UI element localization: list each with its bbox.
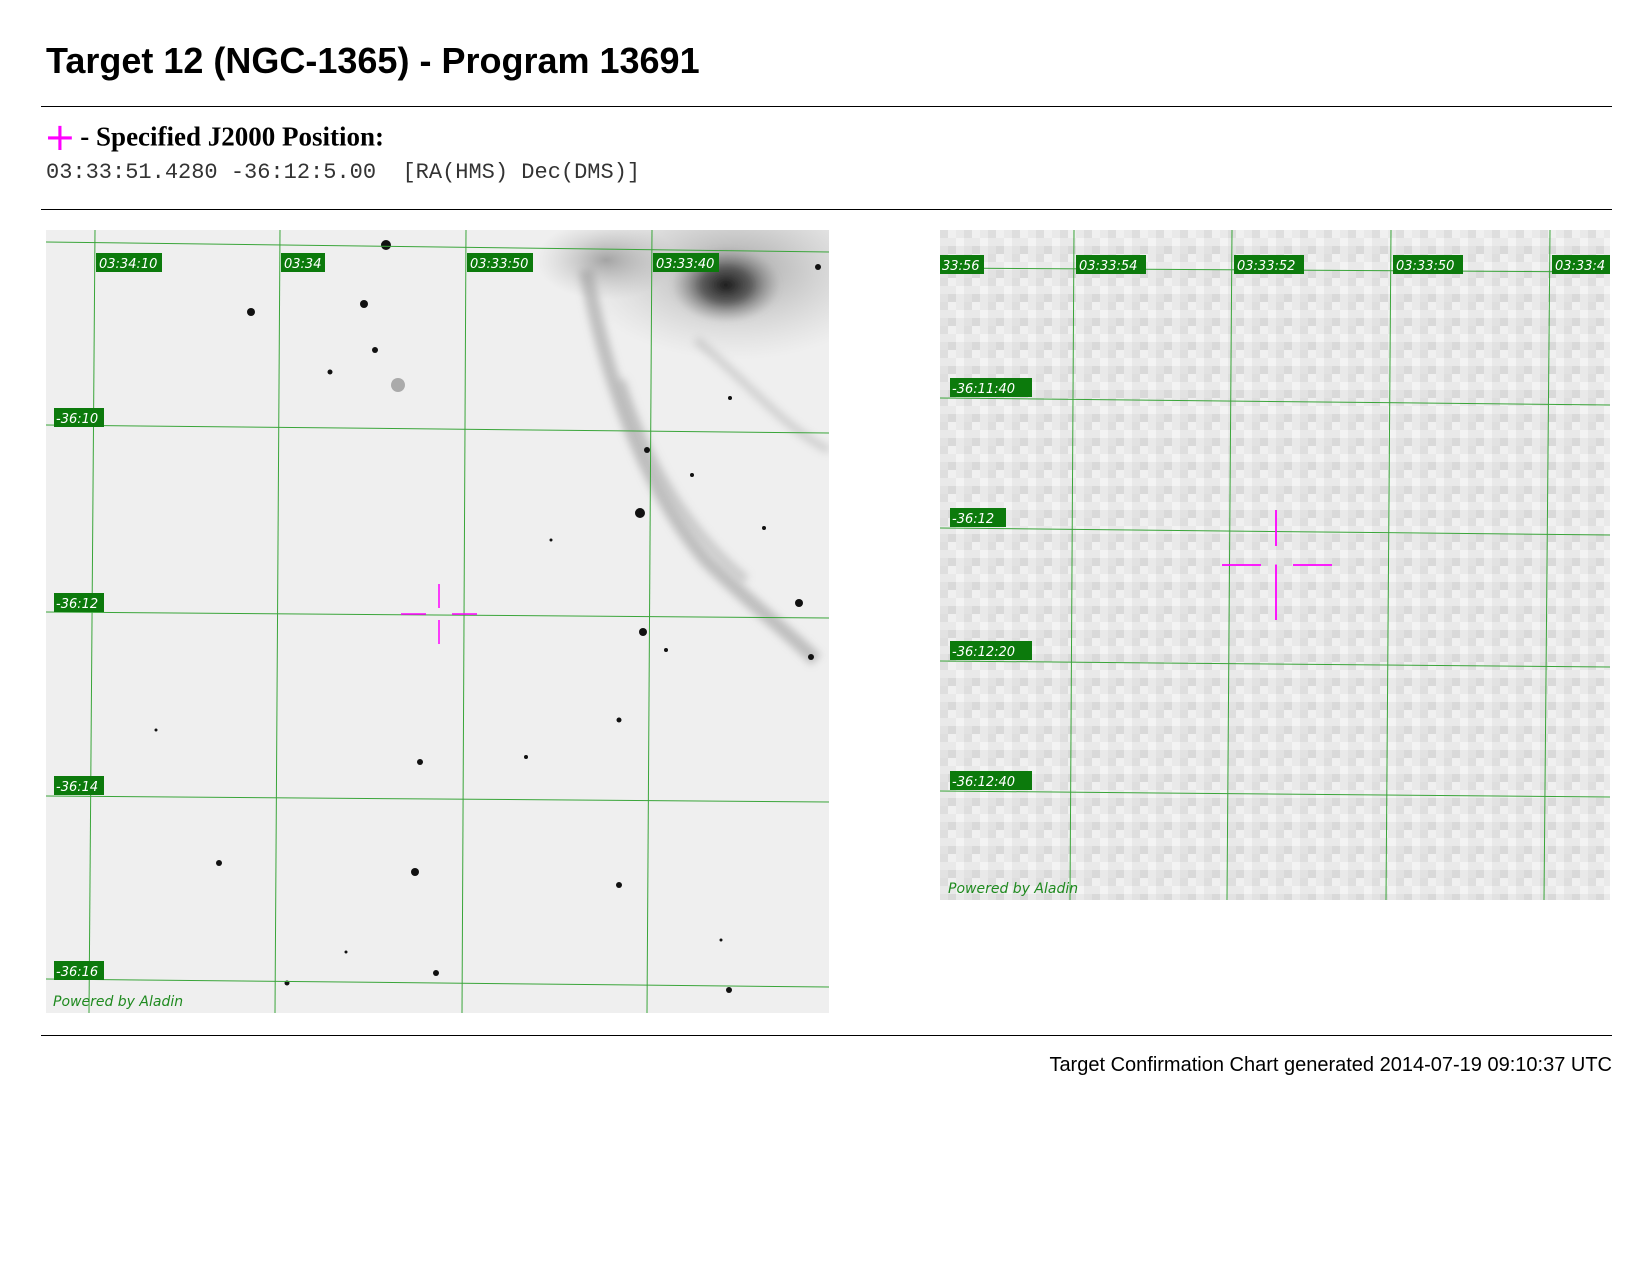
target-crosshair-icon <box>1222 510 1332 620</box>
galaxy-arm <box>693 336 829 454</box>
aladin-credit: Powered by Aladin <box>53 994 183 1010</box>
ra-label: 03:34:10 <box>99 257 157 272</box>
star <box>391 378 405 392</box>
dec-label: -36:12 <box>56 597 98 612</box>
dec-label: -36:12:20 <box>952 645 1015 660</box>
star <box>635 508 645 518</box>
star <box>808 654 814 660</box>
star <box>762 526 766 530</box>
dec-labels: -36:10 -36:12 -36:14 -36:16 <box>54 408 104 980</box>
position-label: - Specified J2000 Position: <box>80 121 385 152</box>
star <box>644 447 650 453</box>
star <box>360 300 368 308</box>
aladin-credit: Powered by Aladin <box>948 881 1078 897</box>
dec-label: -36:12:40 <box>952 775 1015 790</box>
star <box>690 473 694 477</box>
star-field <box>154 240 821 993</box>
star <box>524 755 528 759</box>
star <box>381 240 391 250</box>
star <box>815 264 821 270</box>
star <box>616 717 622 723</box>
wide-field-chart[interactable]: 03:34:10 03:34 03:33:50 03:33:40 -36:10 … <box>46 230 829 1013</box>
star <box>154 728 158 732</box>
ra-label: 03:34 <box>284 257 321 272</box>
ra-label: 03:33:54 <box>1079 259 1137 274</box>
ra-label: 03:33:4 <box>1555 259 1605 274</box>
wide-field-image: 03:34:10 03:34 03:33:50 03:33:40 -36:10 … <box>46 230 829 1013</box>
star <box>411 868 419 876</box>
star <box>719 938 723 942</box>
coordinate-grid <box>46 230 829 1013</box>
dec-label: -36:10 <box>56 412 98 427</box>
star <box>726 987 732 993</box>
sky-background <box>46 230 829 1013</box>
star <box>216 860 222 866</box>
star <box>728 396 732 400</box>
coordinate-grid <box>940 230 1610 900</box>
target-crosshair-icon <box>401 584 477 644</box>
star <box>247 308 255 316</box>
position-coordinates: 03:33:51.4280 -36:12:5.00 [RA(HMS) Dec(D… <box>46 160 640 185</box>
zoom-image: 33:56 03:33:54 03:33:52 03:33:50 03:33:4… <box>940 230 1610 900</box>
top-divider <box>41 106 1612 107</box>
dec-labels: -36:11:40 -36:12 -36:12:20 -36:12:40 <box>950 378 1032 790</box>
dec-label: -36:12 <box>952 512 994 527</box>
star <box>664 648 668 652</box>
coordinate-format: [RA(HMS) Dec(DMS)] <box>402 160 641 185</box>
star <box>372 347 378 353</box>
star <box>417 759 423 765</box>
coordinate-value: 03:33:51.4280 -36:12:5.00 <box>46 160 377 185</box>
ra-labels: 03:34:10 03:34 03:33:50 03:33:40 <box>96 253 719 272</box>
ra-label: 03:33:52 <box>1237 259 1295 274</box>
ra-labels: 33:56 03:33:54 03:33:52 03:33:50 03:33:4 <box>940 255 1610 274</box>
dec-label: -36:16 <box>56 965 98 980</box>
star <box>795 599 803 607</box>
star <box>327 369 333 375</box>
crosshair-marker-icon: + <box>44 115 76 159</box>
generation-timestamp: Target Confirmation Chart generated 2014… <box>1049 1054 1612 1076</box>
sky-background <box>940 230 1610 900</box>
bottom-divider <box>41 1035 1612 1036</box>
dec-label: -36:14 <box>56 780 98 795</box>
galaxy-arm <box>616 378 750 584</box>
page-title: Target 12 (NGC-1365) - Program 13691 <box>46 40 700 81</box>
star <box>549 538 553 542</box>
star <box>344 950 348 954</box>
zoom-chart[interactable]: 33:56 03:33:54 03:33:52 03:33:50 03:33:4… <box>940 230 1610 900</box>
dec-label: -36:11:40 <box>952 382 1015 397</box>
star <box>433 970 439 976</box>
ra-label: 03:33:50 <box>470 257 528 272</box>
star <box>616 882 622 888</box>
galaxy-arm <box>579 268 821 665</box>
ra-label: 33:56 <box>942 259 979 274</box>
galaxy-halo <box>536 230 676 300</box>
middle-divider <box>41 209 1612 210</box>
ra-label: 03:33:40 <box>656 257 714 272</box>
star <box>639 628 647 636</box>
position-legend: + - Specified J2000 Position: <box>44 118 384 156</box>
ra-label: 03:33:50 <box>1396 259 1454 274</box>
